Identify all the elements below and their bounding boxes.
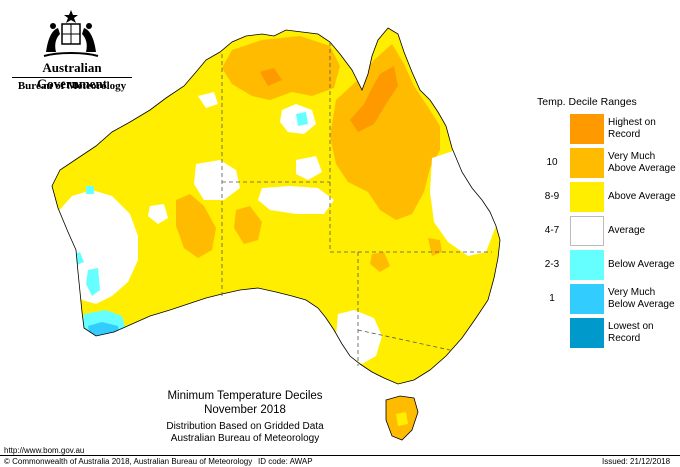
- map-title: Minimum Temperature Deciles: [167, 390, 323, 402]
- legend-item: Lowest on Record: [538, 318, 678, 348]
- map-subtitle-line2: Australian Bureau of Meteorology: [170, 433, 320, 444]
- legend-swatch: [570, 284, 604, 314]
- header-divider: [12, 77, 132, 78]
- legend-label-line2: Below Average: [608, 299, 675, 310]
- legend-swatch: [570, 148, 604, 178]
- map-period: November 2018: [204, 404, 286, 416]
- legend-swatch: [570, 216, 604, 246]
- legend-label: Below Average: [606, 250, 678, 280]
- coat-of-arms-icon: [43, 10, 99, 57]
- legend-item: 10 Very Much Above Average: [538, 148, 678, 178]
- legend-code: 2-3: [544, 259, 560, 270]
- coastline: [51, 27, 501, 385]
- bureau-title: Bureau of Meteorology: [17, 80, 127, 92]
- government-title: Australian Government: [36, 60, 108, 91]
- legend-item: 1 Very Much Below Average: [538, 284, 678, 314]
- legend-code: 4-7: [544, 225, 560, 236]
- legend-label-line2: Record: [608, 129, 641, 140]
- map-subtitle-block: Distribution Based on Gridded Data Austr…: [130, 421, 360, 445]
- map-title-block: Minimum Temperature Deciles November 201…: [130, 389, 360, 417]
- legend-swatch: [570, 250, 604, 280]
- decile-shading: [52, 28, 500, 384]
- legend-code: 10: [546, 157, 558, 168]
- legend-label-line1: Very Much: [608, 151, 656, 162]
- legend-label-line1: Lowest on: [608, 321, 654, 332]
- legend-label: Above Average: [606, 182, 678, 212]
- legend-item: 2-3 Below Average: [538, 250, 678, 280]
- legend-swatch: [570, 182, 604, 212]
- legend-code: 1: [549, 293, 555, 304]
- legend-item: 8-9 Above Average: [538, 182, 678, 212]
- legend-label: Highest on Record: [606, 114, 678, 144]
- legend-label-line2: Above Average: [608, 163, 676, 174]
- tasmania-above-average: [396, 412, 408, 426]
- legend-label: Very Much Above Average: [606, 148, 678, 178]
- legend-swatch: [570, 114, 604, 144]
- legend-label-line2: Record: [608, 333, 641, 344]
- state-borders: [221, 42, 492, 366]
- legend-label-line1: Below Average: [608, 259, 675, 270]
- legend-item: Highest on Record: [538, 114, 678, 144]
- issued-date: Issued: 21/12/2018: [602, 457, 671, 466]
- legend-code: 8-9: [544, 191, 560, 202]
- legend-label: Very Much Below Average: [606, 284, 678, 314]
- legend-label: Lowest on Record: [606, 318, 678, 348]
- legend-swatch: [570, 318, 604, 348]
- copyright-text: © Commonwealth of Australia 2018, Austra…: [4, 457, 253, 466]
- legend-label-line1: Average: [608, 225, 646, 236]
- legend-label-line1: Above Average: [608, 191, 676, 202]
- legend-label: Average: [606, 216, 678, 246]
- website-url: http://www.bom.gov.au: [4, 446, 85, 455]
- legend-label-line1: Very Much: [608, 287, 656, 298]
- id-code: ID code: AWAP: [258, 457, 313, 466]
- map-subtitle-line1: Distribution Based on Gridded Data: [166, 421, 324, 432]
- legend-title: Temp. Decile Ranges: [537, 96, 637, 108]
- legend-item: 4-7 Average: [538, 216, 678, 246]
- footer-divider: [0, 455, 680, 456]
- legend-label-line1: Highest on: [608, 117, 656, 128]
